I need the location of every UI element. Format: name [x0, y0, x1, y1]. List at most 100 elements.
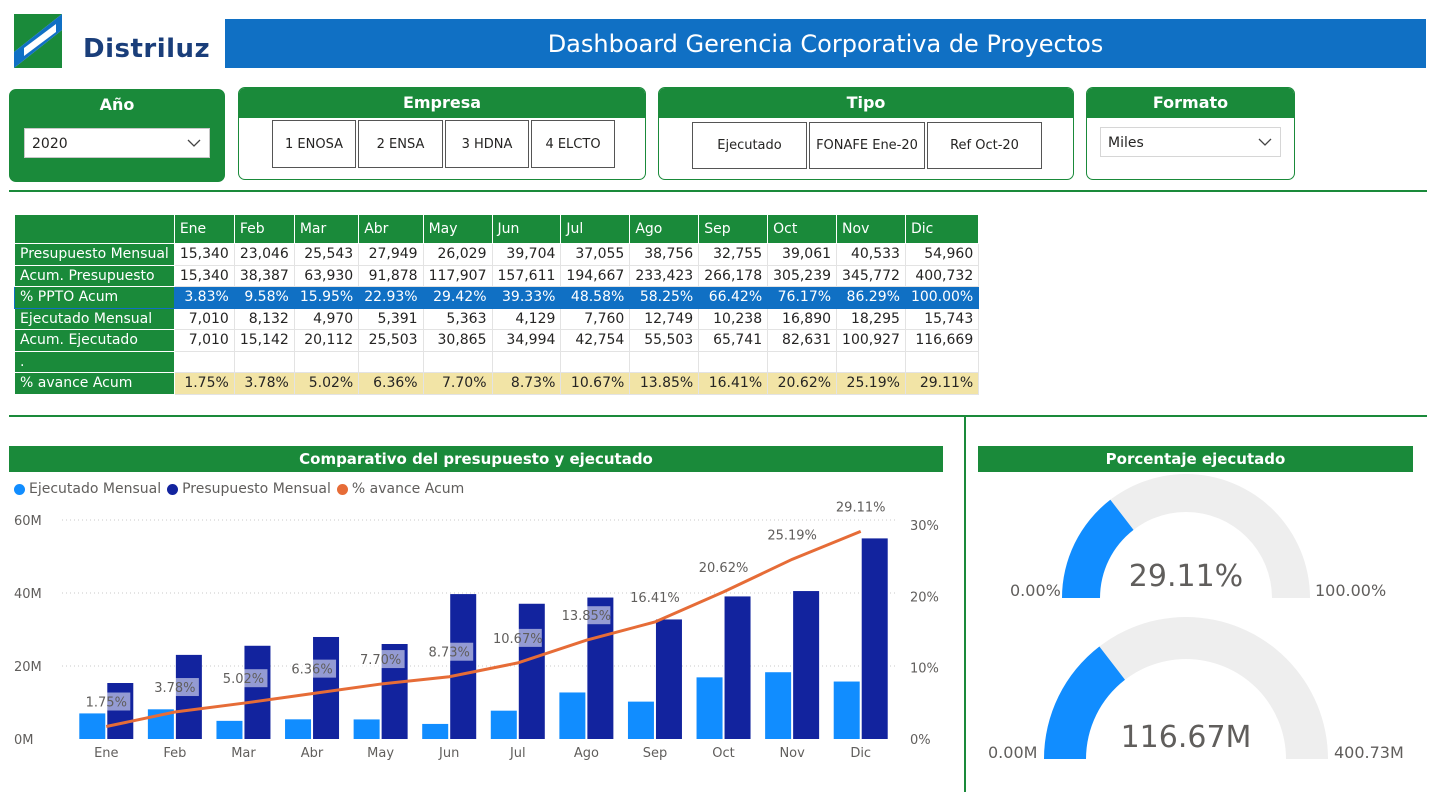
table-cell: 1.75%: [173, 372, 235, 395]
table-cell: 3.78%: [233, 372, 295, 395]
legend-item[interactable]: Presupuesto Mensual: [167, 481, 331, 497]
table-cell: 157,611: [491, 264, 562, 287]
divider: [9, 190, 1427, 192]
bar-ejecutado: [216, 720, 243, 739]
table-cell: 15,743: [904, 307, 980, 330]
data-label: 8.73%: [429, 646, 470, 661]
year-slicer-title: Año: [99, 95, 135, 114]
table-cell: 55,503: [629, 329, 700, 352]
bar-ejecutado: [353, 719, 380, 739]
legend-item[interactable]: % avance Acum: [336, 481, 464, 497]
table-header-row: Ene Feb Mar Abr May Jun Jul Ago Sep Oct …: [14, 214, 980, 244]
gauge-value: 29.11%: [1129, 559, 1243, 594]
table-cell: [233, 350, 295, 373]
table-cell: 5.02%: [293, 372, 360, 395]
data-label: 5.02%: [223, 672, 264, 687]
col-header: Jul: [560, 214, 631, 244]
col-header: Mar: [293, 214, 360, 244]
table-cell: 7,760: [560, 307, 631, 330]
chart-title: Comparativo del presupuesto y ejecutado: [9, 446, 943, 472]
tipo-option-ref[interactable]: Ref Oct-20: [927, 122, 1042, 169]
empresa-option-elcto[interactable]: 4 ELCTO: [531, 120, 615, 168]
bar-ejecutado: [559, 692, 586, 739]
legend-item[interactable]: Ejecutado Mensual: [14, 481, 161, 497]
chevron-down-icon: [187, 132, 201, 165]
table-row: Acum. Ejecutado 7,010 15,142 20,112 25,503 30…: [14, 329, 980, 352]
empresa-option-ensa[interactable]: 2 ENSA: [358, 120, 443, 168]
table-cell: 23,046: [233, 243, 295, 266]
formato-dropdown[interactable]: Miles: [1100, 127, 1281, 157]
table-cell: 54,960: [904, 243, 980, 266]
year-dropdown-value: 2020: [32, 136, 68, 152]
data-label-bg: [836, 500, 885, 516]
table-row: .: [14, 350, 980, 373]
gauges: 29.11% 0.00% 100.00% 116.67M 0.00M 400.73M: [988, 474, 1404, 762]
table-cell: 25,543: [293, 243, 360, 266]
gauge-fill: [1062, 499, 1134, 598]
table-cell: 5,391: [358, 307, 424, 330]
year-dropdown[interactable]: 2020: [24, 128, 210, 158]
x-tick-label: Oct: [712, 746, 734, 761]
table-cell: 194,667: [560, 264, 631, 287]
col-header: Oct: [767, 214, 838, 244]
table-cell: 15.95%: [293, 286, 360, 309]
x-tick-label: Sep: [643, 746, 668, 761]
table-cell: 4,970: [293, 307, 360, 330]
chart-legend: Ejecutado Mensual Presupuesto Mensual % …: [14, 481, 470, 497]
y-right-tick-label: 30%: [910, 519, 939, 534]
data-label-bg: [699, 557, 748, 576]
gauge-max-label: 400.73M: [1334, 743, 1404, 762]
table-cell: 32,755: [698, 243, 769, 266]
col-header: May: [422, 214, 493, 244]
row-label: .: [14, 350, 175, 373]
tipo-option-fonafe[interactable]: FONAFE Ene-20: [809, 122, 925, 169]
gauge-title: Porcentaje ejecutado: [978, 446, 1413, 472]
chevron-down-icon: [1258, 131, 1272, 164]
col-header: Ene: [173, 214, 235, 244]
bar-ejecutado: [696, 677, 723, 739]
combo-chart: 0M 20M 40M 60M 0% 10% 20% 30% Ene Feb Mar Abr May Jun…: [14, 500, 939, 761]
table-cell: 6.36%: [358, 372, 424, 395]
line-avance: [105, 529, 862, 728]
gauge-value: 116.67M: [1121, 720, 1252, 755]
x-tick-label: Mar: [231, 746, 256, 761]
data-label: 3.78%: [154, 681, 195, 696]
col-header: Sep: [698, 214, 769, 244]
table-cell: 15,340: [173, 243, 235, 266]
empresa-option-hdna[interactable]: 3 HDNA: [445, 120, 529, 168]
formato-slicer-title: Formato: [1087, 88, 1294, 118]
table-cell: 86.29%: [836, 286, 906, 309]
table-cell: 91,878: [358, 264, 424, 287]
table-cell: 48.58%: [560, 286, 631, 309]
table-corner: [14, 214, 175, 244]
empresa-option-enosa[interactable]: 1 ENOSA: [272, 120, 356, 168]
table-row: Ejecutado Mensual 7,010 8,132 4,970 5,391 5,3…: [14, 307, 980, 330]
gauge-min-label: 0.00%: [1010, 581, 1061, 600]
bar-ejecutado: [833, 681, 860, 739]
table-cell: 39.33%: [491, 286, 562, 309]
table-cell: [293, 350, 360, 373]
bar-ejecutado: [79, 713, 106, 739]
table-cell: 39,704: [491, 243, 562, 266]
table-cell: [629, 350, 700, 373]
data-label: 7.70%: [360, 653, 401, 668]
data-label-bg: [219, 669, 268, 688]
tipo-option-ejecutado[interactable]: Ejecutado: [692, 122, 807, 169]
table-cell: 305,239: [767, 264, 838, 287]
formato-slicer: Formato Miles: [1086, 87, 1295, 180]
bar-ejecutado: [285, 719, 312, 739]
table-cell: 7.70%: [422, 372, 493, 395]
table-row: Acum. Presupuesto 15,340 38,387 63,930 91,87…: [14, 264, 980, 287]
table-cell: [698, 350, 769, 373]
data-label: 16.41%: [630, 591, 680, 606]
data-label: 25.19%: [767, 528, 817, 543]
table-row: Presupuesto Mensual 15,340 23,046 25,543 27,…: [14, 243, 980, 266]
table-cell: 58.25%: [629, 286, 700, 309]
tipo-slicer-title: Tipo: [659, 88, 1073, 118]
data-label: 10.67%: [493, 632, 543, 647]
col-header: Dic: [904, 214, 980, 244]
y-right-tick-label: 0%: [910, 733, 931, 748]
bar-presupuesto: [655, 619, 682, 739]
gauge-track: [1062, 474, 1310, 598]
table-cell: 34,994: [491, 329, 562, 352]
